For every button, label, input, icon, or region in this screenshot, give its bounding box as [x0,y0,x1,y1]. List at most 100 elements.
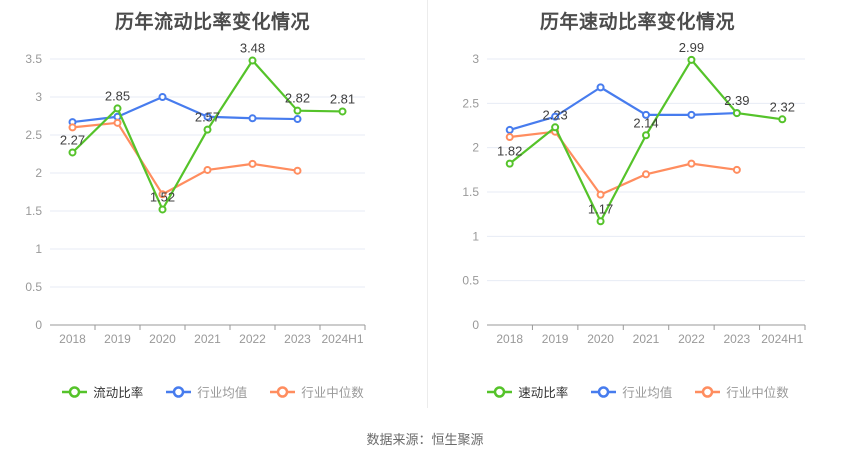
data-label-text: 2.81 [330,91,355,106]
legend-label: 行业中位数 [301,386,364,400]
x-tick-label: 2019 [104,332,131,346]
x-tick-label: 2022 [678,332,705,346]
data-point [113,104,122,113]
data-point [778,115,787,124]
data-label-text: 2.14 [633,115,658,130]
legend-label: 行业均值 [622,386,673,400]
line-marker-icon [487,385,513,398]
y-tick-label: 2 [472,141,479,155]
legend-current-ratio: 流动比率 行业均值 行业中位数 [0,382,425,401]
chart-card-current-ratio: 0 0.5 1 1.5 2 2.5 3 3.5 2018 2019 2020 2021 2022 2023… [0,0,425,410]
data-point [551,112,560,121]
series-line-1 [71,95,299,124]
data-point [293,106,302,115]
data-label-text: 3.48 [240,41,265,56]
data-point [642,110,650,119]
legend-label: 行业均值 [197,386,248,400]
y-tick-label: 0.5 [462,274,479,288]
data-label-text: 2.82 [285,91,310,106]
line-marker-icon [62,385,88,398]
data-point [596,83,605,92]
series-line-0 [508,58,784,223]
series-line-2 [508,130,738,196]
y-tick-label: 3 [472,52,479,66]
data-label-text: 2.27 [60,132,85,147]
data-point [596,190,605,199]
data-point [203,112,212,121]
y-tick-label: 0.5 [25,280,42,294]
series-line-1 [508,86,738,132]
chart-divider [427,0,428,408]
legend-item-current-ratio[interactable]: 流动比率 [61,382,143,401]
legend-item-quick-ratio[interactable]: 速动比率 [486,382,568,401]
y-tick-label: 2 [35,166,42,180]
x-tick-label: 2023 [724,332,751,346]
y-tick-label: 2.5 [25,128,42,142]
line-marker-icon [591,385,617,398]
x-tick-label: 2018 [59,332,86,346]
data-point [596,217,605,226]
data-point [203,125,212,134]
x-tick-label: 2024H1 [321,332,363,346]
x-tick-label: 2024H1 [761,332,803,346]
legend-item-industry-median[interactable]: 行业中位数 [269,382,364,401]
y-tick-label: 3.5 [25,52,42,66]
data-label-text: 1.82 [497,144,522,159]
legend-item-industry-mean[interactable]: 行业均值 [590,382,672,401]
quick-ratio-line-chart: 0 0.5 1 1.5 2 2.5 3 2018 2019 2020 2021 2022 2023 202… [462,40,806,346]
line-marker-icon [166,385,192,398]
data-point [293,166,302,175]
data-point [551,123,560,132]
data-source-note: 数据来源：恒生聚源 [366,432,484,447]
chart-title-current-ratio: 历年流动比率变化情况 [114,12,310,33]
data-point [505,133,514,142]
data-label-text: 2.39 [724,93,749,108]
y-tick-label: 1 [35,242,42,256]
x-tick-label: 2020 [149,332,176,346]
x-tick-label: 2021 [194,332,221,346]
data-label-text: 2.57 [195,110,220,125]
data-point [248,114,257,123]
y-tick-label: 1.5 [462,185,479,199]
y-tick-label: 1 [472,229,479,243]
x-tick-label: 2023 [284,332,311,346]
legend-label: 流动比率 [93,386,144,400]
data-point [203,165,212,174]
data-point [642,131,650,140]
data-point [248,159,257,168]
series-line-2 [71,121,299,196]
chart-title-quick-ratio: 历年速动比率变化情况 [539,12,735,33]
legend-item-industry-mean[interactable]: 行业均值 [165,382,247,401]
legend-label: 行业中位数 [726,386,789,400]
data-point [687,159,696,168]
x-tick-label: 2022 [239,332,266,346]
data-point [293,115,302,124]
data-point [68,123,77,132]
y-tick-label: 2.5 [462,96,479,110]
data-point [68,148,77,157]
data-label-text: 2.85 [105,88,130,103]
data-point [642,170,650,179]
legend-label: 速动比率 [518,386,569,400]
legend-quick-ratio: 速动比率 行业均值 行业中位数 [425,382,850,401]
y-tick-label: 1.5 [25,204,42,218]
x-tick-label: 2020 [587,332,614,346]
line-marker-icon [695,385,721,398]
line-marker-icon [270,385,296,398]
data-point [732,165,741,174]
data-point [505,159,514,168]
x-tick-label: 2021 [633,332,660,346]
data-label-text: 2.23 [542,107,567,122]
x-tick-label: 2018 [496,332,523,346]
legend-item-industry-median[interactable]: 行业中位数 [694,382,789,401]
data-point [505,125,514,134]
data-point [158,190,167,199]
data-label-text: 2.99 [679,40,704,55]
data-point [113,118,122,127]
data-label-text: 1.52 [150,189,175,204]
y-tick-label: 0 [472,318,479,332]
data-point [248,56,257,65]
data-label-text: 2.32 [770,99,795,114]
data-point [687,110,696,119]
